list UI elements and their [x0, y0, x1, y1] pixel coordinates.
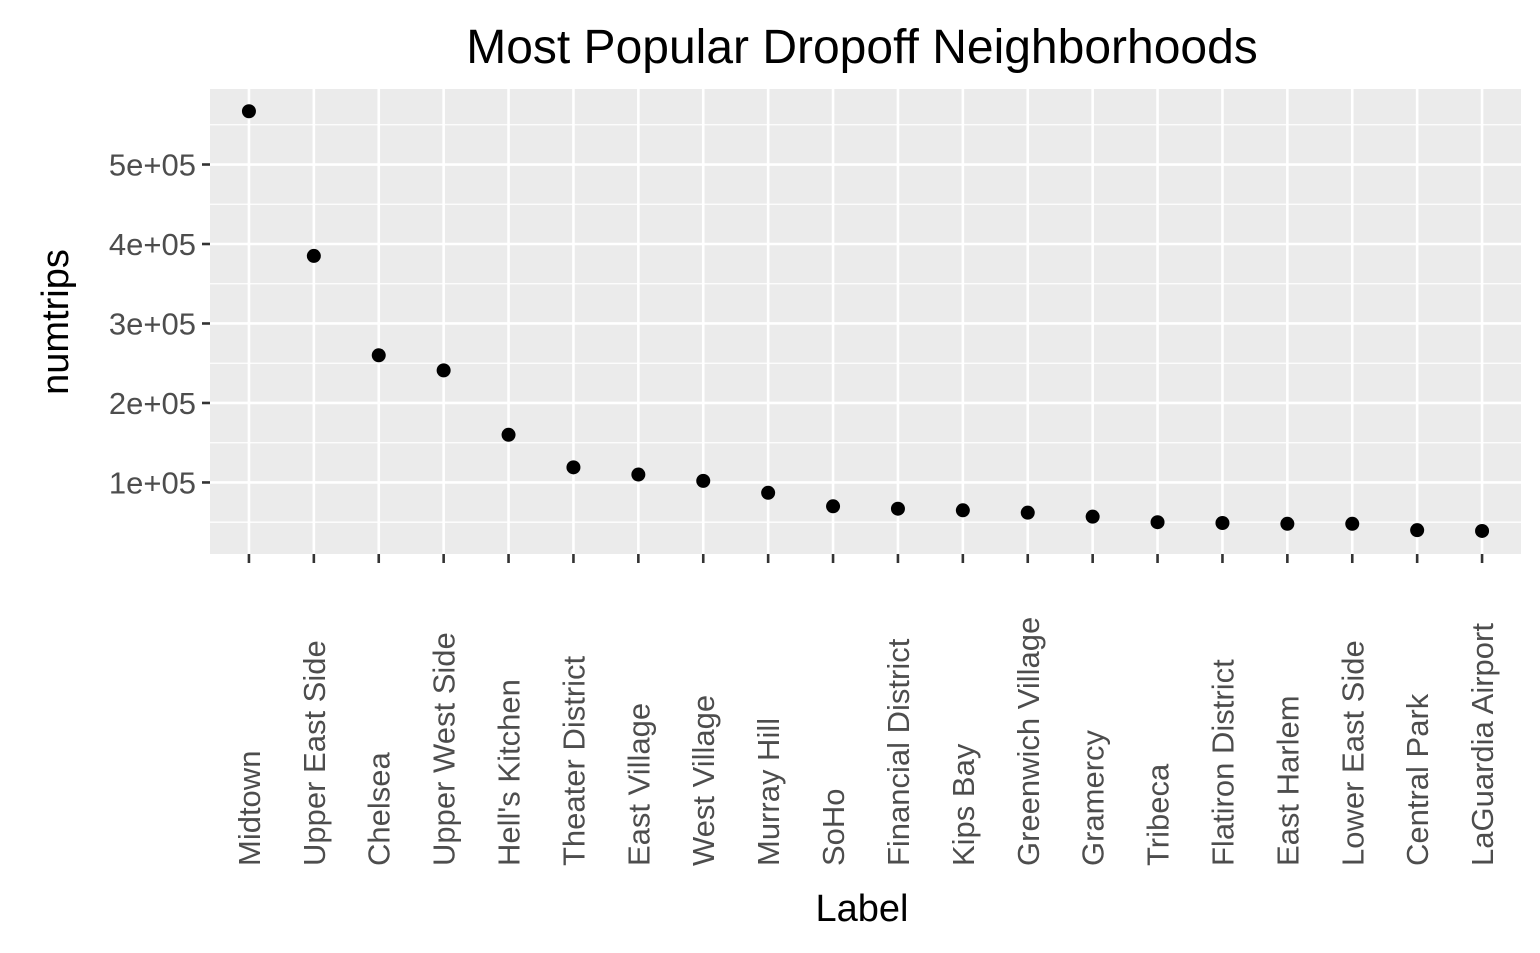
plot-panel — [210, 89, 1521, 554]
y-tick-label: 4e+05 — [109, 227, 196, 262]
data-point — [566, 460, 581, 475]
data-point — [1215, 516, 1230, 530]
x-tick-label: East Harlem — [1270, 695, 1305, 866]
x-tick-label: Upper East Side — [297, 640, 332, 866]
y-tick-label: 5e+05 — [109, 148, 196, 183]
data-point — [306, 248, 321, 263]
x-tick-label: Tribeca — [1141, 763, 1176, 866]
x-tick-label: Lower East Side — [1335, 640, 1370, 866]
x-tick-label: Midtown — [232, 751, 267, 866]
y-tick-label: 1e+05 — [109, 465, 196, 500]
data-point — [761, 485, 776, 500]
x-tick-label: Chelsea — [362, 752, 397, 866]
data-point — [1345, 516, 1360, 531]
minor-gridlines — [210, 124, 1521, 523]
x-tick-label: Greenwich Village — [1011, 617, 1046, 866]
x-tick-label: Gramercy — [1076, 729, 1111, 866]
data-point — [501, 427, 516, 442]
x-tick-label: West Village — [686, 695, 721, 866]
y-tick-label: 2e+05 — [109, 386, 196, 421]
y-tick-label: 3e+05 — [109, 306, 196, 341]
data-point — [1280, 516, 1295, 531]
data-point — [1150, 515, 1165, 530]
data-point — [1020, 505, 1035, 520]
data-points — [241, 104, 1490, 538]
data-point — [1475, 523, 1490, 538]
data-point — [955, 503, 970, 518]
y-axis-title: numtrips — [35, 249, 77, 395]
data-point — [890, 501, 905, 516]
data-point — [696, 473, 711, 488]
x-tick-label: SoHo — [816, 788, 851, 866]
x-axis: Midtown Upper East Side Chelsea Upper West … — [232, 554, 1500, 866]
x-tick-label: Central Park — [1400, 693, 1435, 866]
y-axis: 1e+05 2e+05 3e+05 4e+05 5e+05 — [109, 148, 210, 500]
data-point — [1410, 523, 1425, 538]
data-point — [241, 104, 256, 119]
x-tick-label: Murray Hill — [751, 718, 786, 866]
x-axis-title: Label — [816, 888, 909, 930]
chart-title: Most Popular Dropoff Neighborhoods — [466, 21, 1258, 74]
data-point — [371, 348, 386, 363]
x-tick-label: Hell's Kitchen — [492, 679, 527, 866]
data-point — [631, 467, 646, 482]
x-tick-label: East Village — [621, 703, 656, 866]
major-gridlines — [210, 89, 1521, 554]
x-tick-label: LaGuardia Airport — [1465, 623, 1500, 866]
data-point — [1085, 509, 1100, 524]
x-tick-label: Theater District — [556, 655, 591, 866]
data-point — [436, 363, 451, 378]
x-tick-label: Financial District — [881, 638, 916, 866]
x-tick-label: Kips Bay — [946, 743, 981, 866]
data-point — [826, 499, 841, 514]
x-tick-label: Upper West Side — [427, 632, 462, 866]
x-tick-label: Flatiron District — [1205, 659, 1240, 866]
